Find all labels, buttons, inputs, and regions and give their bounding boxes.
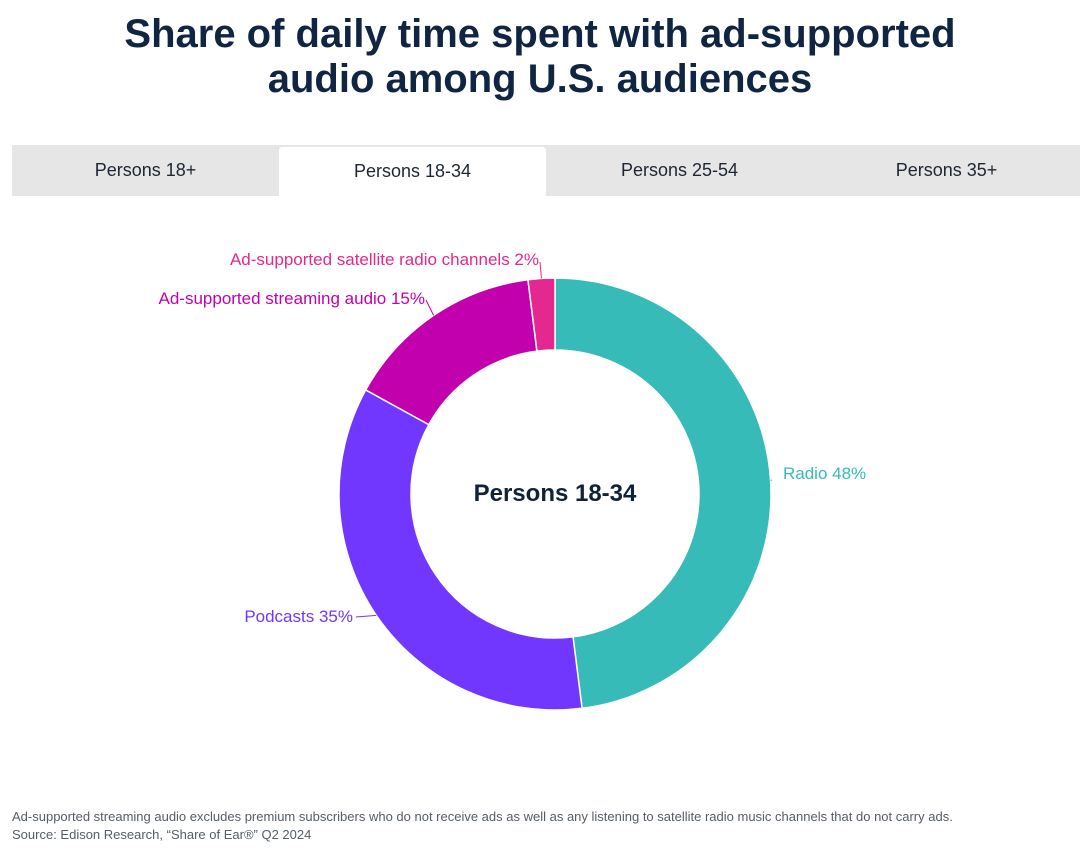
connector-podcasts [355,614,377,618]
footer: Ad-supported streaming audio excludes pr… [12,808,1074,844]
slice-radio[interactable] [554,277,772,710]
slice-label-ad-supported-streaming-audio: Ad-supported streaming audio 15% [159,289,426,308]
tab-persons-18-34[interactable]: Persons 18-34 [279,147,546,196]
chart-title: Share of daily time spent with ad-suppor… [0,12,1080,102]
tab-persons-35-plus[interactable]: Persons 35+ [895,160,998,180]
tab-persons-25-54[interactable]: Persons 25-54 [620,160,739,180]
slice-labels: Radio 48% Podcasts 35% Ad-supported stream… [159,250,867,626]
donut-slices [338,277,772,711]
chart-title-line-2: audio among U.S. audiences [267,57,813,101]
slice-podcasts[interactable] [338,388,583,711]
footer-note: Ad-supported streaming audio excludes pr… [12,809,953,824]
donut-chart: Radio 48% Podcasts 35% Ad-supported stream… [159,250,867,711]
chart-title-line-1: Share of daily time spent with ad-suppor… [124,12,956,56]
connector-ad-supported-streaming-audio [425,299,435,316]
label-connectors [355,261,773,618]
connector-ad-supported-satellite-radio-channels [539,261,542,279]
slice-label-podcasts: Podcasts 35% [244,607,353,626]
audience-tabs: Persons 18+ Persons 18-34 Persons 25-54 … [12,145,1080,196]
donut-center-label: Persons 18-34 [474,480,637,507]
slice-ad-supported-satellite-radio-channels[interactable] [527,277,556,352]
tab-persons-18-plus[interactable]: Persons 18+ [94,160,197,180]
footer-source: Source: Edison Research, “Share of Ear®”… [12,827,312,842]
slice-label-ad-supported-satellite-radio-channels: Ad-supported satellite radio channels 2% [230,250,539,269]
slice-label-radio: Radio 48% [783,464,866,483]
